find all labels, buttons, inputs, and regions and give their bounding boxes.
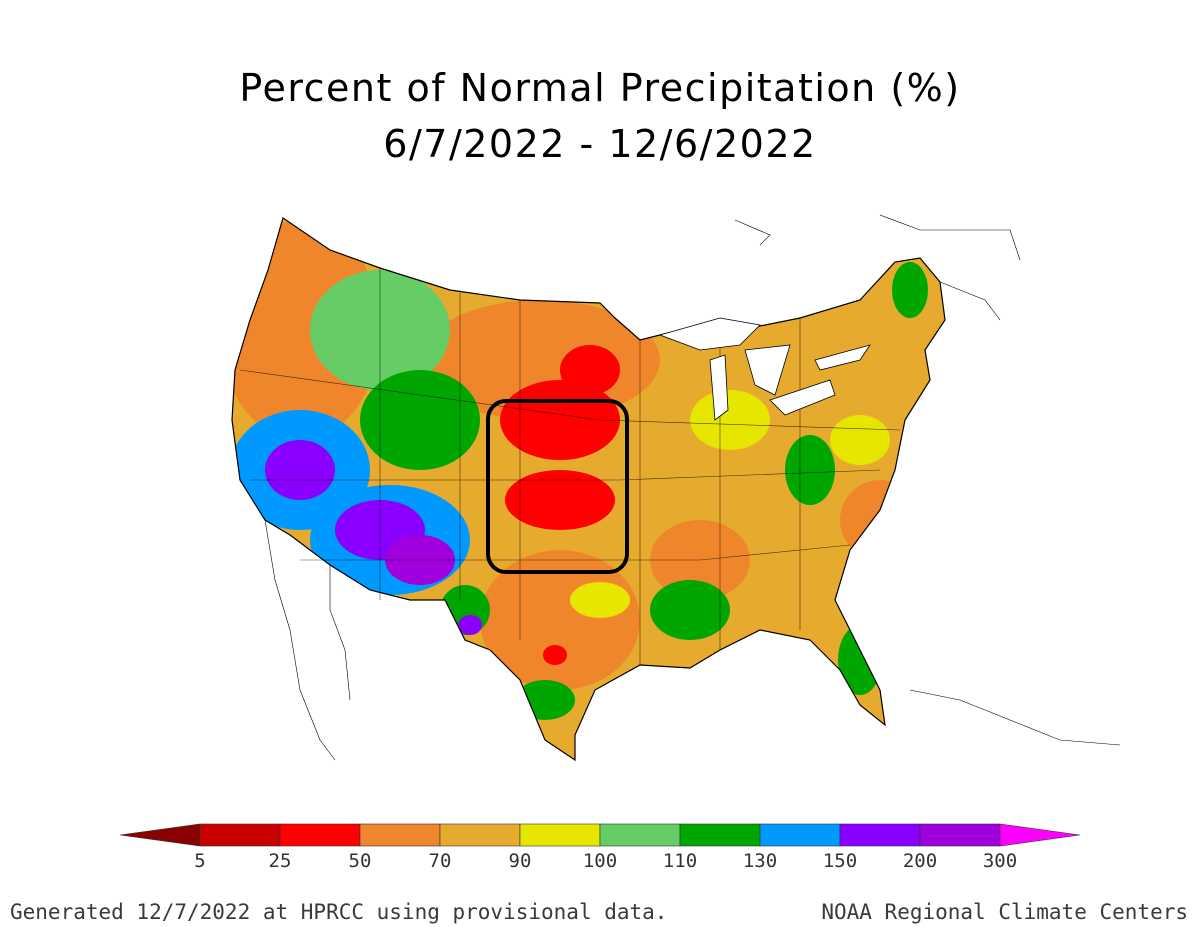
map-title: Percent of Normal Precipitation (%)	[239, 66, 961, 110]
legend-tick-label: 50	[349, 850, 372, 872]
legend-swatch	[199, 823, 281, 847]
legend-swatch	[839, 823, 921, 847]
legend-swatch	[279, 823, 361, 847]
legend-swatch	[759, 823, 841, 847]
legend-swatch	[119, 823, 201, 847]
neighbor-outlines	[264, 214, 1121, 761]
legend-tick-label: 300	[983, 850, 1017, 872]
generated-note: Generated 12/7/2022 at HPRCC using provi…	[10, 900, 668, 924]
precipitation-map	[231, 214, 1121, 762]
great-lakes	[658, 317, 871, 421]
legend-tick-label: 90	[509, 850, 532, 872]
legend-swatch	[679, 823, 761, 847]
legend-swatch	[599, 823, 681, 847]
legend-swatch	[919, 823, 1001, 847]
legend-swatch	[359, 823, 441, 847]
legend-swatch	[519, 823, 601, 847]
highlight-box	[486, 399, 629, 574]
legend-tick-label: 70	[429, 850, 452, 872]
state-boundaries	[239, 268, 901, 665]
source-credit: NOAA Regional Climate Centers	[821, 900, 1188, 924]
legend-tick-label: 110	[663, 850, 697, 872]
color-legend: 5 25 50 70 90 100 110 130 150 200 300	[119, 823, 1081, 872]
legend-tick-label: 150	[823, 850, 857, 872]
legend-tick-label: 100	[583, 850, 617, 872]
legend-tick-label: 25	[269, 850, 292, 872]
legend-swatch	[439, 823, 521, 847]
map-date-range: 6/7/2022 - 12/6/2022	[383, 122, 817, 166]
legend-tick-label: 130	[743, 850, 777, 872]
us-precip-field	[232, 218, 945, 760]
legend-tick-label: 5	[194, 850, 205, 872]
legend-tick-label: 200	[903, 850, 937, 872]
legend-swatch	[999, 823, 1081, 847]
